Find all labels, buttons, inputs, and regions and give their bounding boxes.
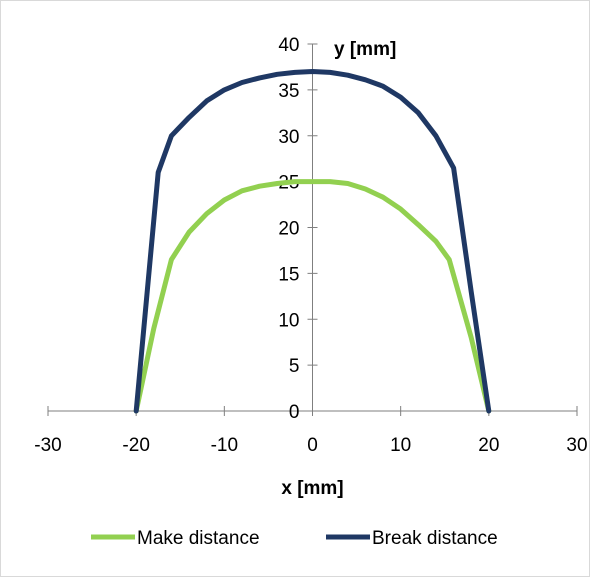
x-tick-label: -30 <box>34 435 61 456</box>
y-tick-label: 35 <box>278 81 299 102</box>
y-tick-label: 15 <box>278 264 299 285</box>
y-tick-label: 10 <box>278 310 299 331</box>
series-line-break-distance <box>133 69 492 414</box>
x-tick-label: -10 <box>211 435 238 456</box>
x-axis-title: x [mm] <box>281 478 343 499</box>
legend-label: Break distance <box>372 528 498 549</box>
x-tick-label: 0 <box>307 435 318 456</box>
x-tick-label: -20 <box>122 435 149 456</box>
legend-label: Make distance <box>137 528 260 549</box>
series-lines <box>133 69 492 414</box>
series-line-make-distance <box>133 179 492 414</box>
y-tick-label: 40 <box>278 35 299 56</box>
y-tick-label: 30 <box>278 127 299 148</box>
y-tick-label: 20 <box>278 219 299 240</box>
x-tick-label: 10 <box>390 435 411 456</box>
y-tick-label: 0 <box>289 402 300 423</box>
x-axis-ticks: -30 -20 -10 0 10 20 30 <box>34 406 588 456</box>
legend: Make distance Break distance <box>91 528 498 549</box>
y-axis-title: y [mm] <box>334 39 396 60</box>
x-tick-label: 20 <box>478 435 499 456</box>
y-tick-label: 5 <box>289 356 300 377</box>
x-tick-label: 30 <box>566 435 587 456</box>
